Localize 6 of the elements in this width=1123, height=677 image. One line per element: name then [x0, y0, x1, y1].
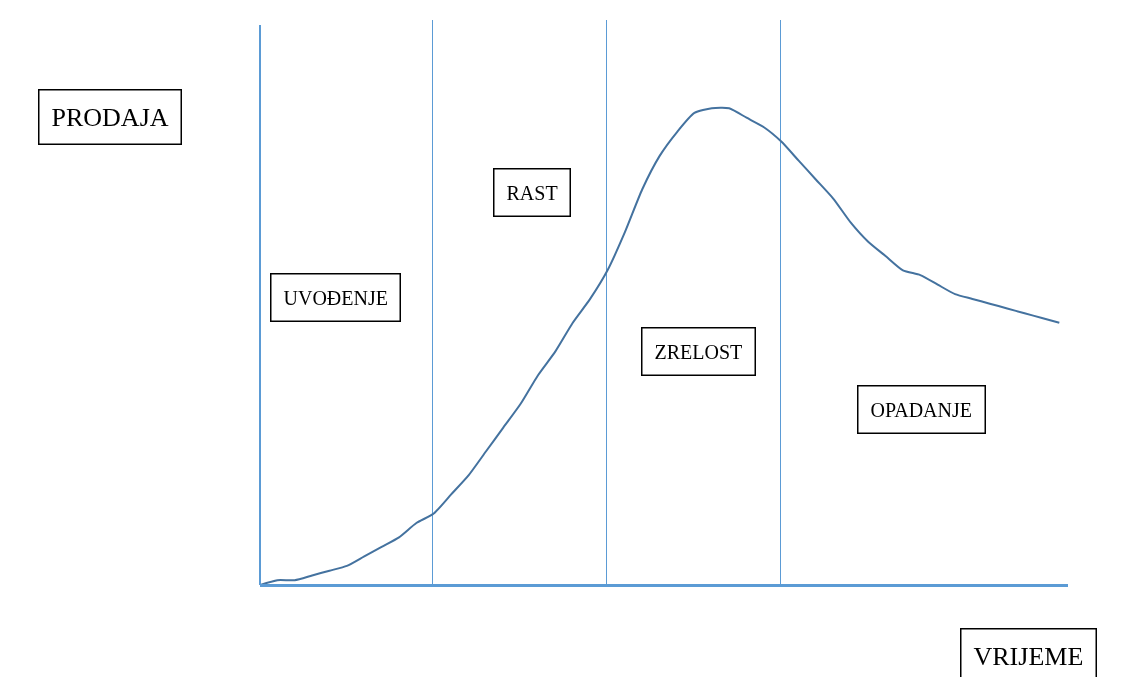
annotation: OPADANJE [870, 398, 973, 421]
annotation: ZRELOST [654, 340, 743, 363]
annotation: RAST [506, 181, 558, 204]
annotation: UVOĐENJE [283, 286, 388, 309]
x-axis-title: VRIJEME [973, 641, 1084, 671]
y-axis-title: PRODAJA [51, 102, 169, 132]
